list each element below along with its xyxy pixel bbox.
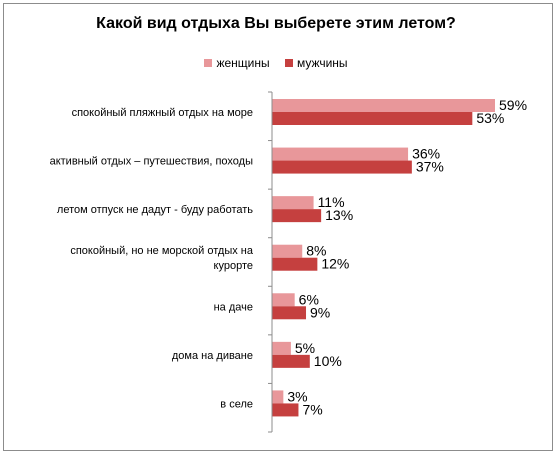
data-label: 5% — [295, 340, 315, 356]
bar-men — [272, 160, 412, 174]
bar-women — [272, 390, 284, 404]
bar-women — [272, 99, 495, 112]
data-label: 53% — [476, 110, 504, 126]
chart-title: Какой вид отдыха Вы выберете этим летом? — [96, 15, 456, 32]
chart-legend: женщины мужчины — [0, 56, 552, 70]
category-label: дома на диване — [172, 350, 253, 362]
bar-men — [272, 257, 318, 271]
bar-men — [272, 209, 322, 223]
legend-swatch-men — [284, 59, 293, 67]
bar-men — [272, 306, 307, 320]
data-label: 13% — [325, 207, 353, 223]
bar-women — [272, 341, 291, 355]
chart-frame — [3, 3, 553, 451]
data-label: 6% — [299, 291, 319, 307]
category-label: спокойный пляжный отдых на море — [72, 107, 253, 119]
data-label: 3% — [287, 388, 307, 404]
category-label: летом отпуск не дадут - буду работать — [57, 204, 253, 216]
data-label: 8% — [306, 243, 326, 259]
bar-men — [272, 403, 299, 417]
bar-men — [272, 354, 310, 368]
bar-women — [272, 244, 303, 258]
legend-item-women: женщины — [204, 56, 270, 70]
legend-label-men: мужчины — [296, 56, 348, 70]
bar-men — [272, 112, 473, 125]
legend-swatch-women — [204, 59, 213, 67]
data-label: 59% — [499, 97, 527, 113]
category-label: в селе — [220, 398, 253, 410]
data-label: 7% — [302, 401, 322, 417]
bar-women — [272, 196, 314, 210]
data-label: 37% — [416, 159, 444, 175]
data-label: 36% — [412, 146, 440, 162]
legend-label-women: женщины — [216, 56, 270, 70]
data-label: 11% — [318, 194, 345, 210]
legend-item-men: мужчины — [284, 56, 348, 70]
data-label: 12% — [321, 256, 349, 272]
bar-women — [272, 293, 295, 307]
category-label: курорте — [214, 260, 253, 272]
category-label: на даче — [214, 301, 253, 313]
category-label: активный отдых – путешествия, походы — [50, 156, 254, 168]
data-label: 10% — [314, 353, 342, 369]
bar-women — [272, 147, 409, 161]
data-label: 9% — [310, 304, 330, 320]
category-label: спокойный, но не морской отдых на — [70, 245, 254, 257]
